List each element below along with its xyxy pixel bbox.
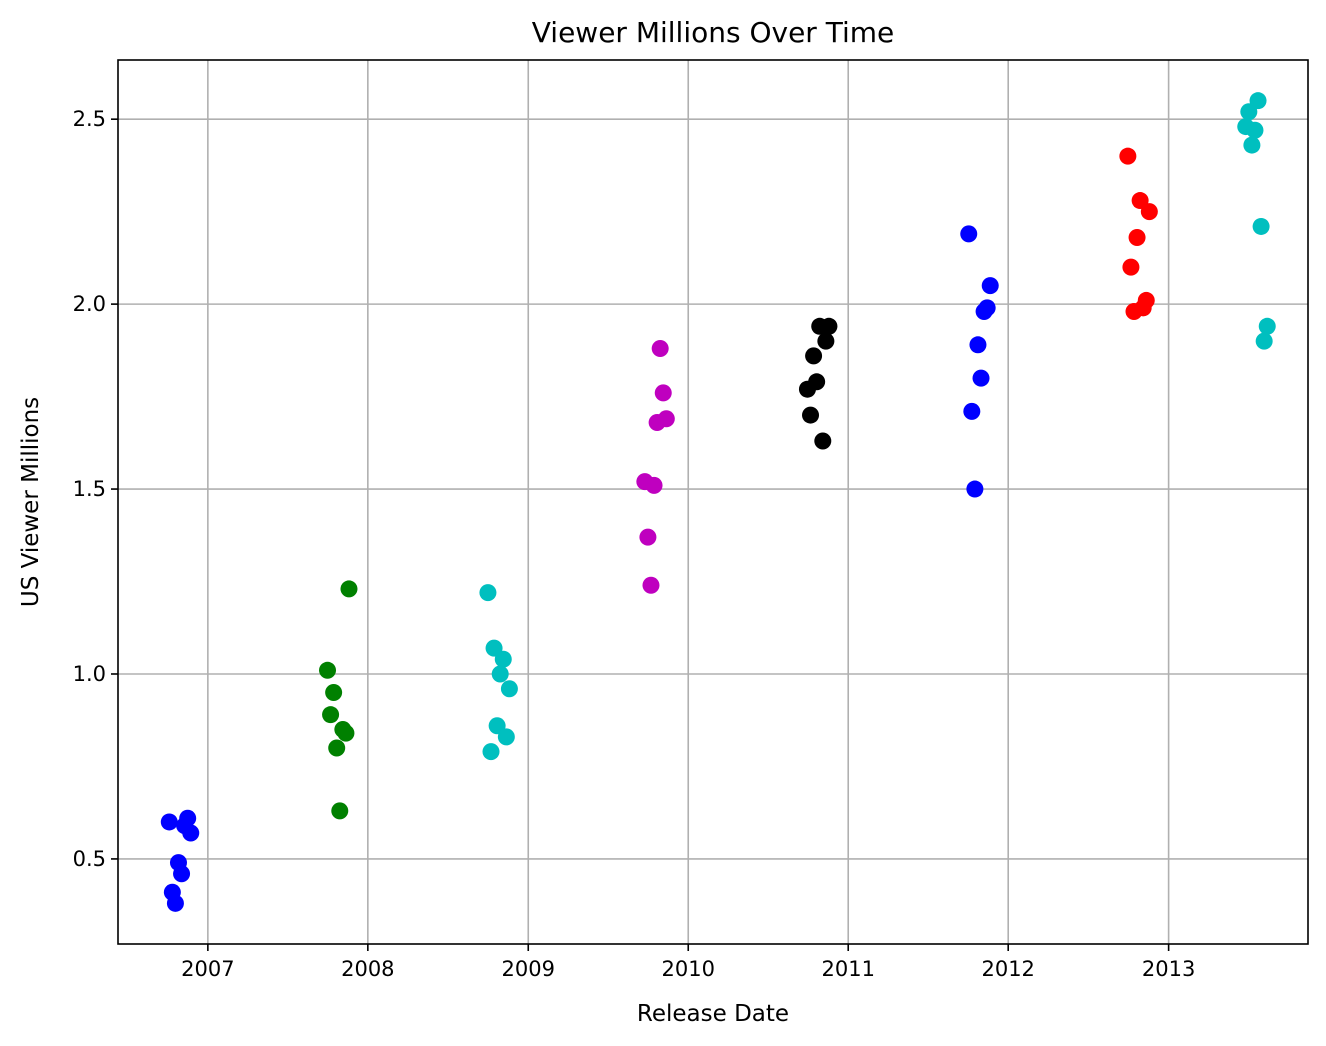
data-point: [1122, 258, 1140, 276]
data-point: [1128, 229, 1146, 247]
axis-ticks: 2007 2008 2009 2010 2011 2012 2013 0.5 1.0 1.5 2.0…: [73, 107, 1196, 981]
data-point: [1140, 203, 1158, 221]
data-point: [1119, 147, 1137, 165]
data-point: [972, 369, 990, 387]
data-point: [166, 894, 184, 912]
data-point: [160, 813, 178, 831]
data-point: [651, 340, 669, 358]
y-tick-label: 2.0: [73, 292, 106, 316]
data-point: [479, 584, 497, 602]
data-point: [337, 724, 355, 742]
data-point: [817, 332, 835, 350]
data-point: [494, 650, 512, 668]
data-point: [173, 865, 191, 883]
data-point: [1243, 136, 1261, 154]
data-points: [160, 92, 1276, 912]
x-tick-label: 2007: [181, 957, 234, 981]
y-tick-label: 1.5: [73, 477, 106, 501]
x-tick-label: 2009: [502, 957, 555, 981]
plot-frame: [117, 59, 1309, 945]
data-point: [814, 432, 832, 450]
data-point: [482, 743, 500, 761]
data-point: [654, 384, 672, 402]
data-point: [642, 576, 660, 594]
data-point: [639, 528, 657, 546]
data-point: [500, 680, 518, 698]
data-point: [331, 802, 349, 820]
data-point: [808, 373, 826, 391]
y-tick-label: 0.5: [73, 847, 106, 871]
data-point: [179, 809, 197, 827]
data-point: [978, 299, 996, 317]
data-point: [182, 824, 200, 842]
x-tick-label: 2010: [662, 957, 715, 981]
y-tick-label: 2.5: [73, 107, 106, 131]
data-point: [322, 706, 340, 724]
data-point: [1137, 291, 1155, 309]
data-point: [820, 317, 838, 335]
data-point: [963, 402, 981, 420]
grid: [118, 60, 1308, 944]
data-point: [960, 225, 978, 243]
chart-title: Viewer Millions Over Time: [532, 16, 895, 49]
data-point: [645, 476, 663, 494]
data-point: [805, 347, 823, 365]
data-point: [657, 410, 675, 428]
data-point: [969, 336, 987, 354]
data-point: [328, 739, 346, 757]
x-tick-label: 2012: [981, 957, 1034, 981]
data-point: [966, 480, 984, 498]
data-point: [1255, 332, 1273, 350]
data-point: [491, 665, 509, 683]
y-tick-label: 1.0: [73, 662, 106, 686]
x-tick-label: 2011: [821, 957, 874, 981]
data-point: [1246, 121, 1264, 139]
data-point: [1258, 317, 1276, 335]
data-point: [802, 406, 820, 424]
y-axis-label: US Viewer Millions: [18, 397, 44, 607]
data-point: [497, 728, 515, 746]
data-point: [325, 683, 343, 701]
x-tick-label: 2013: [1142, 957, 1195, 981]
data-point: [340, 580, 358, 598]
x-tick-label: 2008: [341, 957, 394, 981]
data-point: [1252, 217, 1270, 235]
data-point: [319, 661, 337, 679]
data-point: [981, 277, 999, 295]
data-point: [1249, 92, 1267, 110]
x-axis-label: Release Date: [637, 1001, 789, 1027]
